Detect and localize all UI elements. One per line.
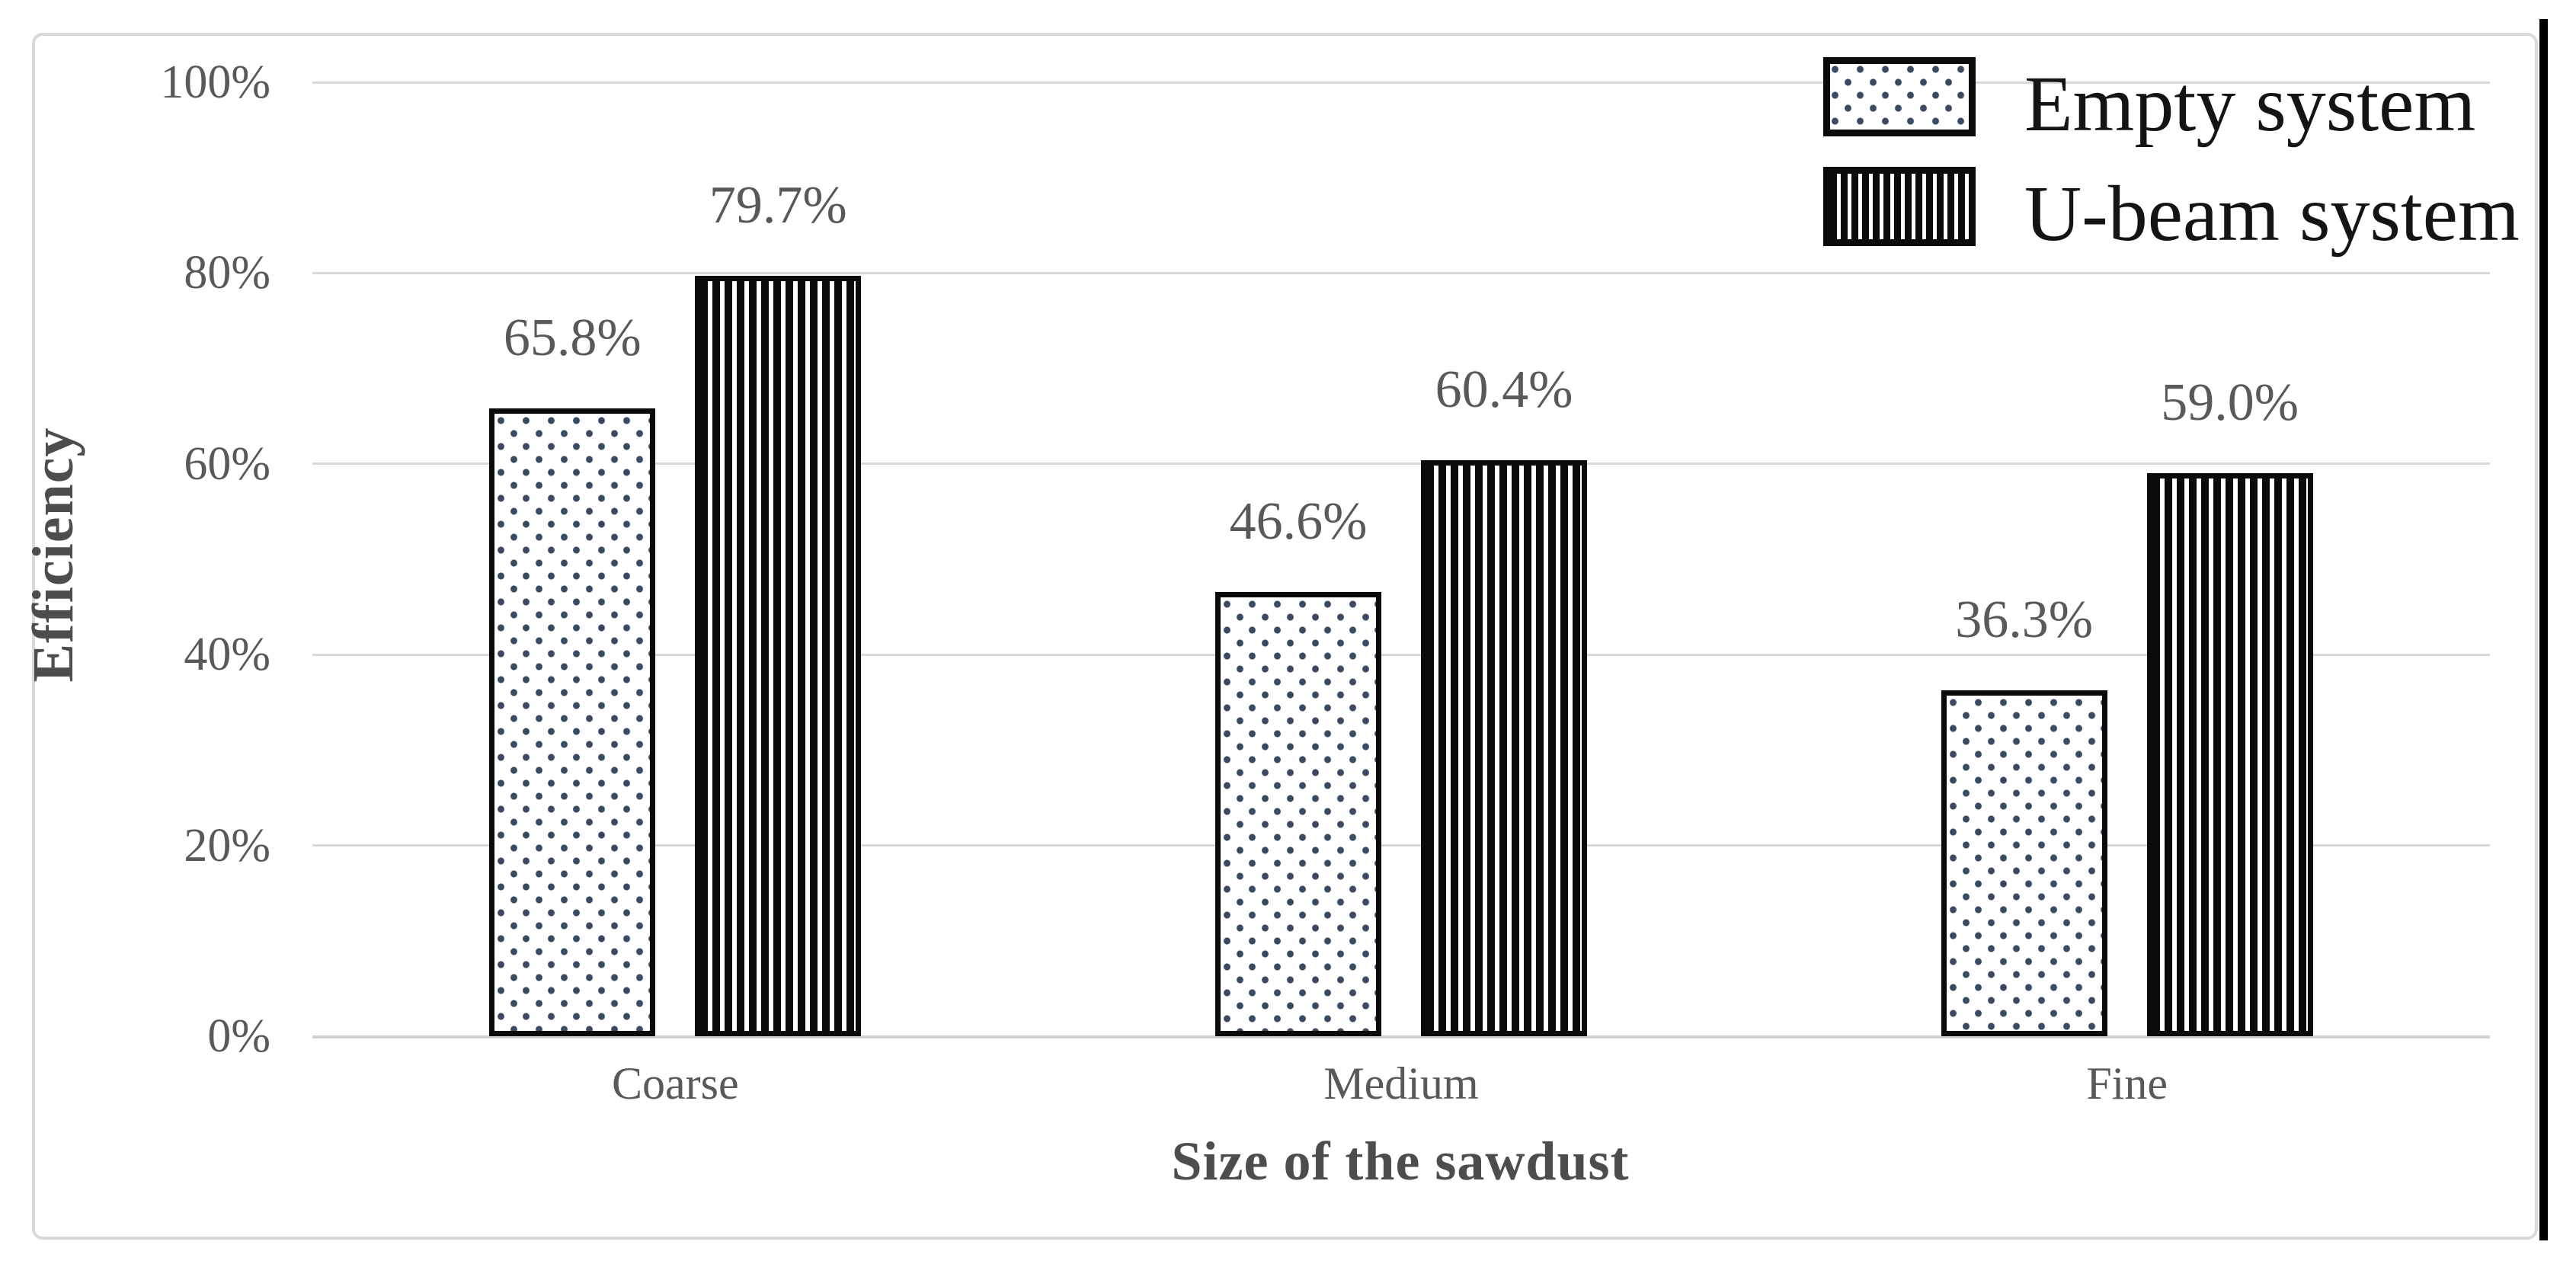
data-label-empty-system-coarse: 65.8% — [503, 309, 642, 368]
data-label-empty-system-fine: 36.3% — [1955, 590, 2094, 649]
chart-legend: Empty system U-beam system — [1823, 56, 2520, 275]
legend-swatch-empty-system — [1823, 57, 1976, 136]
bar-empty-system-medium — [1215, 591, 1381, 1036]
y-tick-label-80: 80% — [184, 247, 270, 299]
gridline-0 — [312, 1035, 2490, 1039]
bar-u-beam-system-coarse — [695, 276, 862, 1036]
x-tick-label-medium: Medium — [1323, 1058, 1479, 1109]
gridline-80 — [312, 271, 2490, 274]
legend-label-empty-system: Empty system — [2024, 60, 2476, 148]
y-tick-label-40: 40% — [184, 629, 270, 681]
bar-empty-system-fine — [1941, 690, 2107, 1036]
bar-empty-system-coarse — [489, 408, 656, 1036]
data-label-u-beam-system-fine: 59.0% — [2161, 373, 2299, 433]
bar-u-beam-system-fine — [2146, 473, 2313, 1036]
gridline-40 — [312, 653, 2490, 656]
y-tick-label-0: 0% — [207, 1010, 270, 1062]
y-tick-label-100: 100% — [160, 56, 270, 108]
legend-item-empty-system: Empty system — [1823, 56, 2520, 146]
gridline-100 — [312, 81, 2490, 84]
data-label-u-beam-system-coarse: 79.7% — [709, 176, 847, 235]
y-tick-label-20: 20% — [184, 819, 270, 872]
x-tick-label-fine: Fine — [2086, 1058, 2168, 1109]
gridline-60 — [312, 462, 2490, 466]
x-tick-label-coarse: Coarse — [612, 1058, 739, 1109]
bar-u-beam-system-medium — [1421, 459, 1587, 1036]
legend-item-u-beam-system: U-beam system — [1823, 165, 2520, 255]
data-label-u-beam-system-medium: 60.4% — [1435, 360, 1573, 419]
y-axis-title: Efficiency — [21, 427, 85, 683]
right-border-rule — [2539, 19, 2548, 1240]
y-tick-label-60: 60% — [184, 437, 270, 490]
data-label-empty-system-medium: 46.6% — [1229, 491, 1368, 551]
x-axis-title: Size of the sawdust — [1171, 1131, 1630, 1192]
gridline-20 — [312, 844, 2490, 847]
legend-label-u-beam-system: U-beam system — [2024, 170, 2520, 258]
legend-swatch-u-beam-system — [1823, 167, 1976, 246]
